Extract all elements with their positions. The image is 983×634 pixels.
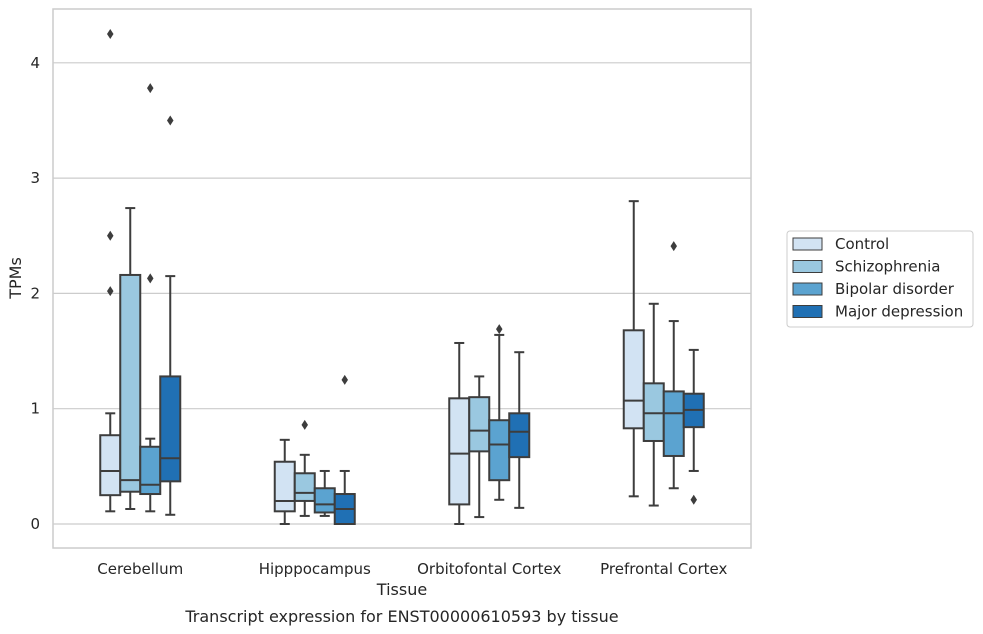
box [273,460,296,513]
outlier-point [301,419,308,430]
outlier-point [341,374,348,385]
box-group [273,438,296,525]
box [622,329,645,430]
x-tick-label: Cerebellum [97,560,183,578]
box-group [119,207,142,511]
outlier-point [107,286,114,297]
legend-swatch [792,305,823,318]
legend-swatch [792,237,823,251]
box [293,472,316,502]
box [508,412,531,459]
y-tick-label: 4 [30,54,40,72]
legend-label: Control [835,235,889,253]
outlier-point [496,324,503,335]
chart-caption: Transcript expression for ENST0000061059… [184,607,618,626]
outlier-point [690,494,697,505]
box-group [448,341,471,525]
x-tick-label: Hipppocampus [259,560,371,578]
legend: Control Schizophrenia Bipolar disorder Majo… [786,230,974,328]
x-tick-label: Prefrontal Cortex [600,560,727,578]
box [119,273,142,493]
plot-frame [52,8,752,549]
y-tick-label: 0 [30,515,40,533]
outlier-point [147,83,154,94]
box-group [333,374,356,526]
legend-swatch [792,260,823,273]
box [468,396,491,453]
x-tick-labels: Cerebellum Hipppocampus Orbitofontal Corte… [97,560,727,578]
box-group [293,419,316,517]
box-group [508,351,531,509]
y-tick-label: 1 [30,400,40,418]
box [139,445,162,496]
outlier-point [107,230,114,241]
legend-label: Major depression [835,303,963,321]
box [642,382,665,442]
box-group [159,115,182,516]
y-axis-label: TPMs [6,257,25,300]
x-axis-label: Tissue [376,580,427,599]
outlier-point [107,28,114,39]
y-tick-labels: 0 1 2 3 4 [30,54,40,533]
box-group [622,200,645,498]
box [488,419,511,482]
box [99,434,122,497]
legend-swatch [792,282,823,296]
box [313,487,336,514]
outlier-point [670,241,677,252]
outlier-point [167,115,174,126]
x-tick-label: Orbitofontal Cortex [417,560,561,578]
box [662,390,685,457]
box-layer [99,28,705,526]
legend-label: Bipolar disorder [835,280,955,298]
outlier-point [147,273,154,284]
y-tick-label: 2 [30,284,40,302]
box-group [99,28,122,513]
box-group [662,241,685,490]
y-tick-label: 3 [30,169,40,187]
box-group [682,348,705,505]
box [448,397,471,506]
box [159,375,182,483]
legend-frame [786,230,974,328]
legend-label: Schizophrenia [835,258,940,276]
